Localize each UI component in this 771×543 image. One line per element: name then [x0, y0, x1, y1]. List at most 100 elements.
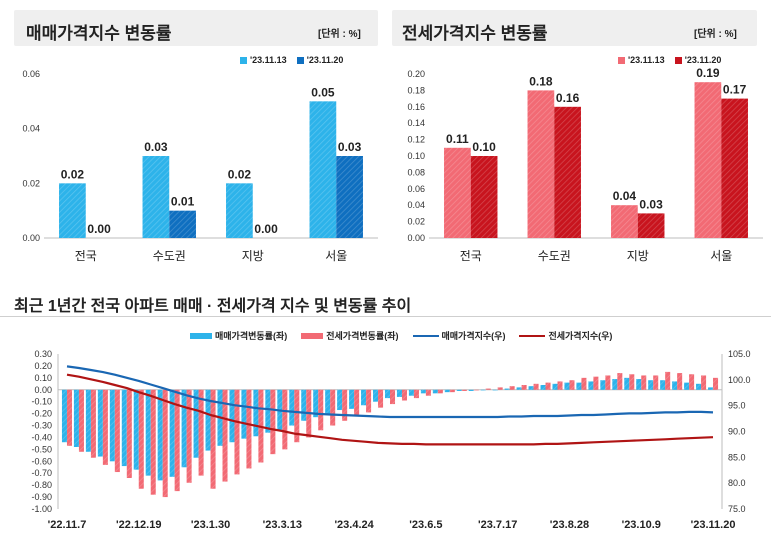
- sale-rate-bar: [624, 377, 630, 390]
- data-label: 0.02: [61, 167, 85, 181]
- left-tick-label: -0.70: [31, 468, 52, 478]
- sale-rate-bar: [109, 389, 115, 462]
- category-label: 수도권: [538, 249, 571, 263]
- sale-rate-bar: [540, 385, 546, 390]
- right-tick-label: 105.0: [728, 349, 751, 359]
- jeonse-rate-bar: [282, 389, 288, 450]
- trend-chart: 0.30 0.20 0.10 0.00 -0.10 -0.20 -0.30-0.40 -0.5…: [31, 349, 751, 531]
- legend-swatch-pink: [618, 56, 625, 64]
- bar-1113: [226, 183, 253, 238]
- legend-swatch-sale-rate: [190, 332, 212, 339]
- jeonse-rate-bar: [234, 389, 240, 475]
- y-tick-label: 0.14: [407, 118, 425, 128]
- sale-rate-bar: [408, 389, 414, 396]
- y-tick-label: 0.16: [407, 102, 425, 112]
- left-tick-label: 0.20: [34, 361, 52, 371]
- jeonse-rate-bar: [413, 389, 419, 399]
- left-tick-label: -0.50: [31, 444, 52, 454]
- legend-label-1120: '23.11.20: [306, 55, 344, 65]
- left-tick-label: 0.30: [34, 349, 52, 359]
- sale-rate-bar: [672, 381, 678, 390]
- data-label: 0.00: [87, 222, 111, 236]
- bar-1120: [721, 98, 748, 238]
- category-label: 전국: [75, 249, 97, 263]
- sale-rate-bar: [121, 389, 127, 467]
- x-tick-label: '23.7.17: [478, 519, 517, 531]
- jeonse-rate-bar: [629, 374, 635, 390]
- bar-1113: [59, 183, 86, 238]
- jeonse-rate-bar: [545, 382, 551, 390]
- sale-chart-unit: [단위 : %]: [318, 29, 361, 40]
- jeonse-rate-bar: [354, 389, 360, 416]
- data-label: 0.18: [529, 74, 553, 88]
- sale-rate-bar: [528, 386, 534, 390]
- jeonse-rate-bar: [198, 389, 204, 476]
- sale-rate-bar: [61, 389, 67, 443]
- y-tick-label: 0.00: [22, 233, 40, 243]
- sale-rate-bar: [420, 389, 426, 394]
- left-tick-label: -0.60: [31, 456, 52, 466]
- legend-label-1113: '23.11.13: [250, 55, 287, 65]
- jeonse-rate-bar: [701, 375, 707, 390]
- jeonse-chart-unit: [단위 : %]: [694, 29, 737, 40]
- sale-rate-bar: [97, 389, 103, 457]
- jeonse-rate-bar: [186, 389, 192, 483]
- jeonse-rate-bar: [533, 383, 539, 390]
- bar-1120: [470, 156, 498, 238]
- sale-rate-bar: [564, 382, 570, 390]
- trend-chart-legend: 매매가격변동률(좌) 전세가격변동률(좌) 매매가격지수(우) 전세가격지수(우…: [190, 329, 612, 342]
- bar-1120: [336, 156, 363, 238]
- sale-rate-bar: [480, 389, 486, 391]
- jeonse-chart-legend: '23.11.13 '23.11.20: [618, 55, 721, 65]
- sale-rate-bar: [708, 387, 714, 390]
- sale-rate-bar: [229, 389, 235, 443]
- data-label: 0.03: [639, 197, 663, 211]
- jeonse-change-chart: 0.000.020.040.060.080.100.120.140.160.18…: [407, 66, 763, 263]
- jeonse-rate-bar: [521, 385, 527, 390]
- y-tick-label: 0.02: [22, 178, 40, 188]
- jeonse-rate-bar: [378, 389, 384, 408]
- jeonse-index-line: [66, 373, 714, 446]
- sale-rate-bar: [169, 389, 175, 477]
- sale-rate-bar: [516, 387, 522, 390]
- bar-1120: [637, 213, 665, 238]
- y-tick-label: 0.02: [407, 217, 425, 227]
- sale-rate-bar: [444, 389, 450, 393]
- data-label: 0.19: [696, 66, 720, 80]
- y-tick-label: 0.18: [407, 85, 425, 95]
- jeonse-rate-bar: [653, 375, 659, 390]
- x-tick-label: '23.4.24: [334, 519, 374, 531]
- jeonse-rate-bar: [330, 389, 336, 426]
- jeonse-rate-bar: [461, 389, 467, 391]
- sale-rate-bar: [456, 389, 462, 391]
- y-tick-label: 0.06: [22, 69, 40, 79]
- sale-rate-bar: [660, 380, 666, 390]
- data-label: 0.17: [723, 83, 747, 97]
- legend-item-jeonse-index: 전세가격지수(우): [519, 329, 612, 342]
- sale-rate-bar: [373, 389, 379, 402]
- sale-rate-bar: [612, 379, 618, 390]
- jeonse-rate-bar: [665, 371, 671, 390]
- bar-1113: [142, 156, 170, 238]
- x-tick-label: '23.1.30: [191, 519, 230, 531]
- bar-1120: [554, 106, 581, 238]
- left-tick-label: -0.10: [31, 397, 52, 407]
- legend-item-sale-index: 매매가격지수(우): [412, 329, 505, 342]
- sale-rate-bar: [313, 389, 319, 418]
- legend-item-1120: '23.11.20: [674, 55, 721, 65]
- y-tick-label: 0.06: [407, 184, 425, 194]
- sale-rate-bar: [396, 389, 402, 397]
- sale-rate-bar: [576, 382, 582, 390]
- jeonse-rate-bar: [689, 374, 695, 390]
- bar-1113: [309, 101, 337, 238]
- sale-rate-bar: [145, 389, 151, 476]
- jeonse-rate-bar: [318, 389, 324, 431]
- y-tick-label: 0.08: [407, 167, 425, 177]
- jeonse-rate-bar: [102, 389, 108, 465]
- jeonse-rate-bar: [437, 389, 443, 394]
- jeonse-rate-bar: [210, 389, 216, 489]
- legend-label-jeonse-rate: 전세가격변동률(좌): [326, 331, 399, 341]
- sale-rate-bar: [361, 389, 367, 406]
- jeonse-rate-bar: [78, 389, 84, 452]
- legend-label-sale-rate: 매매가격변동률(좌): [215, 331, 288, 341]
